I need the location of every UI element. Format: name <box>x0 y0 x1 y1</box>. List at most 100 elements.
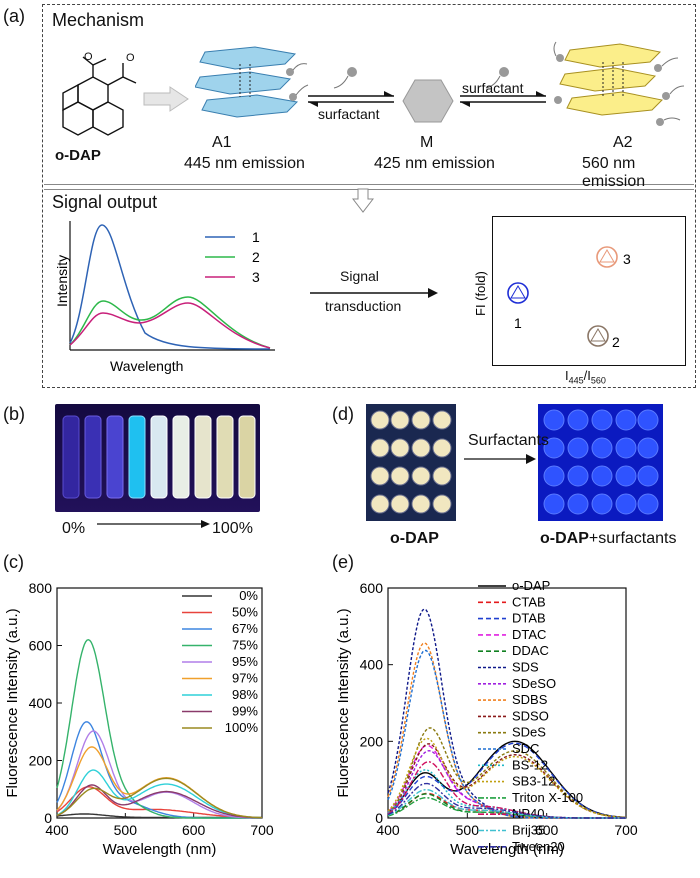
vials-end-label: 100% <box>212 520 253 537</box>
legend-label-12: SB3-12 <box>512 774 555 789</box>
legend-3: 3 <box>252 269 260 285</box>
series-line-4 <box>56 730 262 819</box>
schematic-ylabel: Intensity <box>54 255 70 307</box>
series-line-9 <box>387 727 627 819</box>
m-label: M <box>420 134 434 151</box>
transduction-bottom: transduction <box>325 298 402 314</box>
surfactants-arrow-label: Surfactants <box>468 432 549 449</box>
schematic-curve-3 <box>69 302 271 349</box>
plot-frame <box>387 587 627 819</box>
svg-text:2: 2 <box>612 334 620 350</box>
x-tick-label-3: 700 <box>614 822 638 838</box>
legend-label-7: 99% <box>232 704 258 719</box>
legend-label-11: BS-12 <box>512 757 548 772</box>
legend-label-10: SDC <box>512 741 539 756</box>
surfactants-arrow-icon <box>464 454 536 464</box>
equilibrium-arrow-1 <box>308 67 394 107</box>
wellplate-before-svg <box>370 410 452 514</box>
transduction-arrow-icon <box>310 288 438 298</box>
wellplate-after-svg <box>543 409 659 515</box>
mechanism-divider <box>44 184 694 190</box>
panel-label-c: (c) <box>3 552 24 572</box>
odap-molecule-structure: O O <box>62 51 137 136</box>
signal-spectrum-schematic: Intensity Wavelength 1 2 3 <box>54 221 275 374</box>
x-tick-label-0: 400 <box>45 822 69 838</box>
fi-xlabel: I445/I560 <box>565 368 606 386</box>
series-line-3 <box>56 638 262 819</box>
legend-1: 1 <box>252 229 260 245</box>
legend-label-8: SDSO <box>512 708 549 723</box>
x-tick-label-3: 700 <box>250 822 274 838</box>
series-line-11 <box>387 769 626 819</box>
series-line-2 <box>387 742 627 819</box>
vials-start-label: 0% <box>62 520 86 537</box>
series-line-5 <box>387 608 626 819</box>
legend-label-6: 98% <box>232 687 258 702</box>
chart-e: 400 500 600 700 0 200 400 600 Wavelength (nm) Flu… <box>335 578 638 858</box>
y-tick-label-1: 200 <box>360 733 384 749</box>
fi-point-2 <box>587 325 609 347</box>
schematic-curve-2 <box>69 296 271 349</box>
y-tick-label-2: 400 <box>29 695 53 711</box>
series-line-6 <box>56 769 262 819</box>
fi-plot-frame <box>492 216 686 366</box>
legend-label-4: 95% <box>232 654 258 669</box>
a2-emission: 560 nm emission <box>582 155 646 190</box>
y-tick-label-0: 0 <box>375 810 383 826</box>
series-line-3 <box>387 744 626 819</box>
wellplate-after <box>538 404 663 521</box>
series-line-8 <box>56 777 263 819</box>
legend-label-1: 50% <box>232 605 258 620</box>
y-axis-label: Fluorescence Intensity (a.u.) <box>335 608 352 797</box>
svg-text:O: O <box>84 51 93 63</box>
svg-text:1: 1 <box>514 315 522 331</box>
x-tick-label-1: 500 <box>114 822 138 838</box>
molecule-name: o-DAP <box>55 147 101 164</box>
down-arrow-icon <box>352 188 374 213</box>
m-monomer-illustration <box>402 79 454 123</box>
x-axis-label: Wavelength (nm) <box>103 841 217 858</box>
schematic-curve-1 <box>69 224 271 350</box>
series-line-6 <box>387 749 626 819</box>
arrow2-label: surfactant <box>462 80 524 96</box>
series-line-5 <box>56 746 263 819</box>
a1-label: A1 <box>212 134 232 151</box>
legend-2: 2 <box>252 249 260 265</box>
arrow1-label: surfactant <box>318 106 380 122</box>
wellplate-before <box>366 404 456 521</box>
legend-label-14: NP40 <box>512 806 545 821</box>
gradient-arrow-icon <box>97 520 210 528</box>
m-emission: 425 nm emission <box>374 155 495 172</box>
svg-text:3: 3 <box>623 251 631 267</box>
legend-label-7: SDBS <box>512 692 548 707</box>
wellplate-after-label: o-DAP+surfactants <box>540 530 677 547</box>
transduction-top: Signal <box>340 268 379 284</box>
x-tick-label-0: 400 <box>376 822 400 838</box>
vials-photo <box>55 404 260 512</box>
legend-label-2: 67% <box>232 621 258 636</box>
x-axis-label: Wavelength (nm) <box>450 841 564 858</box>
legend-label-4: DDAC <box>512 643 549 658</box>
series-line-7 <box>387 642 626 819</box>
legend-label-2: DTAB <box>512 611 546 626</box>
legend-label-9: SDeS <box>512 725 546 740</box>
process-arrow-icon <box>143 86 189 112</box>
legend-label-1: CTAB <box>512 594 546 609</box>
schematic-xlabel: Wavelength <box>110 358 183 374</box>
legend-label-13: Triton X-100 <box>512 790 583 805</box>
legend-label-5: 97% <box>232 671 258 686</box>
x-tick-label-2: 600 <box>535 822 559 838</box>
legend-label-15: Brij35 <box>512 823 545 838</box>
series-line-16 <box>387 782 626 819</box>
fi-ylabel: FI (fold) <box>473 271 488 316</box>
series-line-7 <box>56 784 262 819</box>
vials-svg <box>62 415 256 499</box>
series-line-8 <box>387 743 627 819</box>
y-axis-label: Fluorescence Intensity (a.u.) <box>4 608 21 797</box>
wellplate-before-label: o-DAP <box>390 530 439 547</box>
y-tick-label-0: 0 <box>44 810 52 826</box>
a1-aggregate-illustration <box>195 46 309 118</box>
a2-label: A2 <box>613 134 633 151</box>
legend-label-16: Tween20 <box>512 839 565 854</box>
y-tick-label-4: 800 <box>29 580 53 596</box>
